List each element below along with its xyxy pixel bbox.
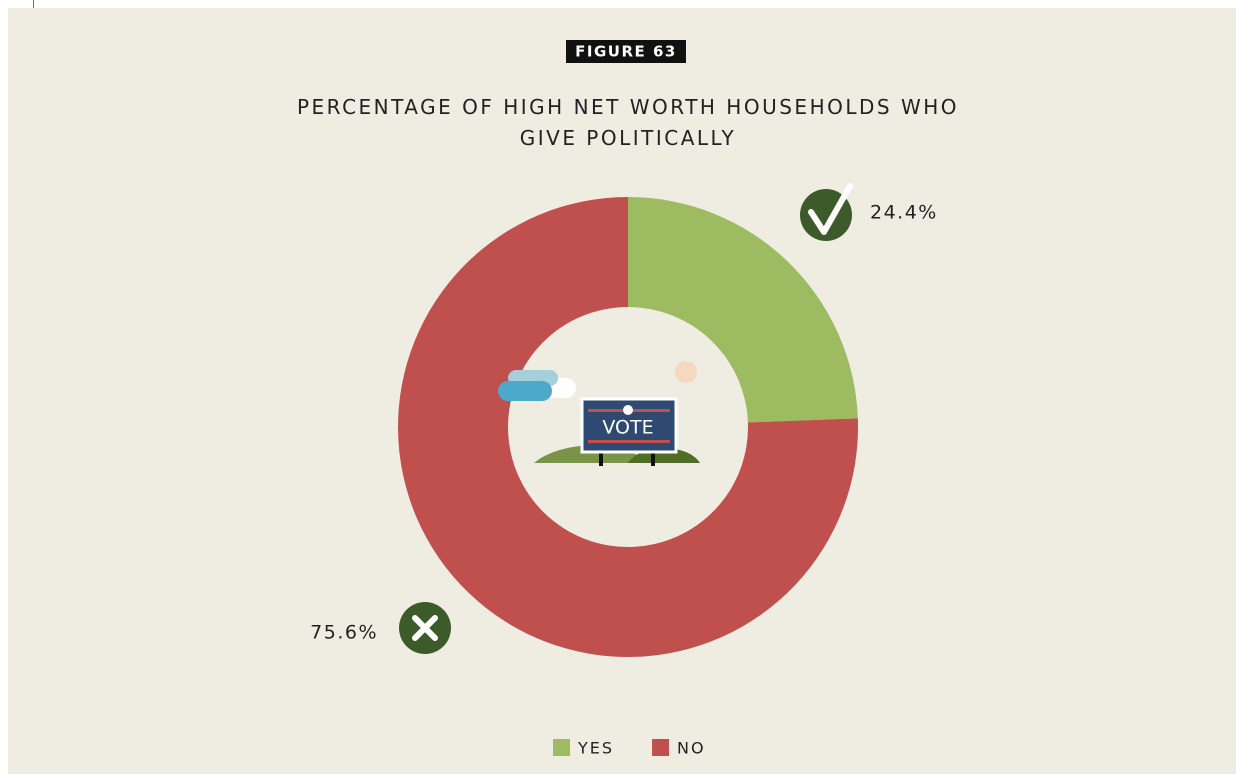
chart-title: PERCENTAGE OF HIGH NET WORTH HOUSEHOLDS … <box>296 95 959 150</box>
illustration: VOTE <box>498 361 700 466</box>
legend-swatch <box>652 739 670 756</box>
sign-star <box>623 405 633 415</box>
value-label: 75.6% <box>310 622 378 644</box>
legend-label: YES <box>577 739 614 758</box>
sun <box>675 361 697 383</box>
sign-text: VOTE <box>602 417 653 439</box>
legend-swatch <box>553 739 570 756</box>
donut-slice <box>628 197 858 423</box>
sign-post <box>651 448 655 466</box>
legend-label: NO <box>677 739 706 758</box>
cross-mark <box>412 615 438 641</box>
donut-slice <box>397 197 858 657</box>
sign-post <box>599 448 603 466</box>
value-label: 24.4% <box>870 202 938 224</box>
figure-badge <box>566 40 686 63</box>
figure-label: FIGURE 63 <box>575 43 677 61</box>
check-mark <box>808 183 853 235</box>
sign-stripe <box>588 440 670 443</box>
cloud <box>498 381 552 401</box>
